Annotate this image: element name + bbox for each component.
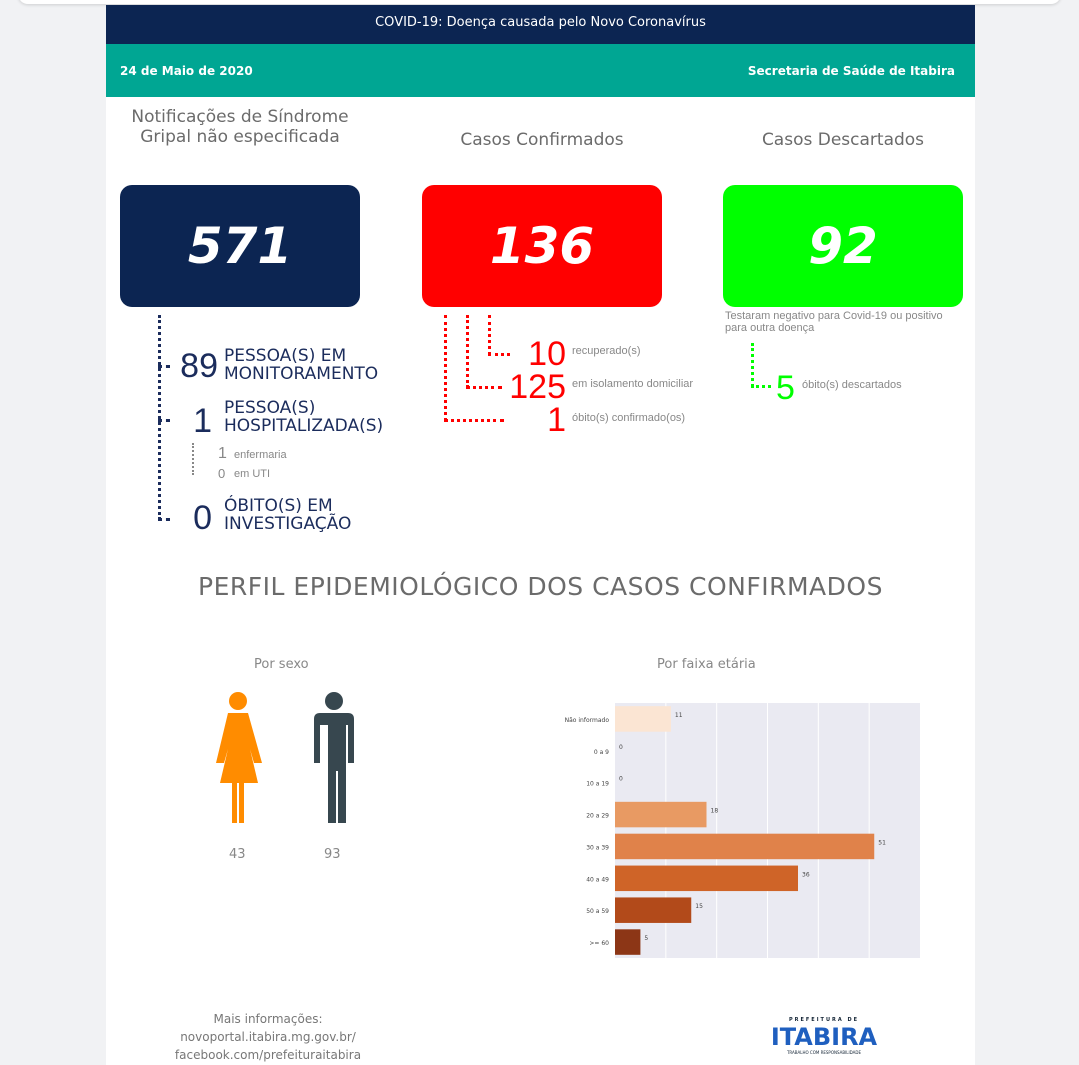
female-icon xyxy=(216,692,262,823)
obitos-confirmados-count: 1 xyxy=(547,401,566,439)
obitos-descartados-count: 5 xyxy=(776,369,795,407)
bar xyxy=(615,865,798,892)
tick-label: 50 a 59 xyxy=(586,908,609,915)
descartados-box: 92 xyxy=(723,185,963,307)
data-label: 0 xyxy=(619,744,623,751)
hospitalizada-label: PESSOA(S) HOSPITALIZADA(S) xyxy=(224,398,384,436)
tick-label: 20 a 29 xyxy=(586,813,609,820)
data-label: 18 xyxy=(711,808,719,815)
obitos-confirmados-label: óbito(s) confirmado(os) xyxy=(572,412,686,424)
uti-count: 0 xyxy=(218,466,226,481)
obitos-investigacao-count: 0 xyxy=(193,499,212,537)
tree-branch xyxy=(488,353,510,356)
tick-label: >= 60 xyxy=(589,940,609,947)
confirmados-box: 136 xyxy=(422,185,662,307)
tree-branch xyxy=(466,386,502,389)
tree-line xyxy=(466,315,469,388)
obitos-investigacao-label: ÓBITO(S) EM INVESTIGAÇÃO xyxy=(224,496,352,534)
tree-line xyxy=(158,315,161,520)
enfermaria-label: enfermaria xyxy=(234,449,287,461)
bar xyxy=(615,706,671,732)
tree-branch xyxy=(158,518,170,521)
tree-line xyxy=(751,343,754,387)
enfermaria-count: 1 xyxy=(218,445,227,462)
chart-title: Por faixa etária xyxy=(657,657,756,672)
bar xyxy=(615,801,707,828)
obitos-descartados-label: óbito(s) descartados xyxy=(802,379,902,391)
female-count: 43 xyxy=(229,847,246,862)
section-title: PERFIL EPIDEMIOLÓGICO DOS CASOS CONFIRMA… xyxy=(198,572,883,601)
isolamento-label: em isolamento domiciliar xyxy=(572,378,694,390)
logo-sub-text: TRABALHO COM RESPONSABILIDADE xyxy=(786,1050,862,1055)
bar xyxy=(615,929,641,955)
tick-label: 30 a 39 xyxy=(586,844,609,851)
isolamento-count: 125 xyxy=(509,368,566,406)
monitoramento-count: 89 xyxy=(180,347,218,385)
logo-text: ITABIRA xyxy=(770,1023,878,1051)
recuperados-label: recuperado(s) xyxy=(572,345,641,357)
descartados-note: Testaram negativo para Covid-19 ou posit… xyxy=(725,310,943,334)
data-label: 11 xyxy=(675,712,683,719)
male-count: 93 xyxy=(324,847,341,862)
tree-branch xyxy=(158,365,170,368)
tree-line xyxy=(444,315,447,421)
bulletin-source: Secretaria de Saúde de Itabira xyxy=(747,63,955,78)
browser-dialog-edge xyxy=(18,0,1061,4)
descartados-title: Casos Descartados xyxy=(761,130,925,150)
tick-label: Não informado xyxy=(565,717,610,724)
itabira-logo: PREFEITURA DE ITABIRA TRABALHO COM RESPO… xyxy=(762,1017,886,1056)
monitoramento-label: PESSOA(S) EM MONITORAMENTO xyxy=(224,346,379,384)
data-label: 51 xyxy=(878,839,886,846)
tree-branch xyxy=(444,419,504,422)
tree-line xyxy=(488,315,491,355)
tick-label: 40 a 49 xyxy=(586,876,609,883)
data-label: 15 xyxy=(695,903,703,910)
age-bar-chart: Não informado 11 0 a 9 0 10 a 19 0 20 a 29 18 30… xyxy=(565,703,920,958)
data-label: 36 xyxy=(802,871,810,878)
male-icon xyxy=(314,692,354,823)
bar xyxy=(615,833,875,860)
header-bar: 24 de Maio de 2020 Secretaria de Saúde d… xyxy=(106,44,975,97)
tree-line xyxy=(192,443,194,475)
tick-label: 10 a 19 xyxy=(586,781,609,788)
notificacoes-box: 571 xyxy=(120,185,360,307)
header-title: COVID-19: Doença causada pelo Novo Coron… xyxy=(106,5,975,44)
tick-label: 0 a 9 xyxy=(594,749,609,756)
footer-more: Mais informações: xyxy=(213,1012,323,1026)
data-label: 5 xyxy=(644,935,648,942)
bar xyxy=(615,897,692,923)
data-label: 0 xyxy=(619,776,623,783)
tree-branch xyxy=(158,419,170,422)
tree-branch xyxy=(751,385,771,388)
logo-top-text: PREFEITURA DE xyxy=(788,1017,860,1023)
hospitalizada-count: 1 xyxy=(193,402,212,440)
bulletin-card: COVID-19: Doença causada pelo Novo Coron… xyxy=(106,5,975,1065)
footer-site-link[interactable]: novoportal.itabira.mg.gov.br/ xyxy=(180,1030,356,1044)
confirmados-title: Casos Confirmados xyxy=(460,130,624,150)
footer-facebook-link[interactable]: facebook.com/prefeituraitabira xyxy=(174,1048,362,1062)
uti-label: em UTI xyxy=(234,468,271,480)
bulletin-date: 24 de Maio de 2020 xyxy=(120,63,253,78)
sex-title: Por sexo xyxy=(254,657,309,672)
recuperados-count: 10 xyxy=(528,335,566,373)
notificacoes-title: Notificações de Síndrome Gripal não espe… xyxy=(131,107,349,147)
